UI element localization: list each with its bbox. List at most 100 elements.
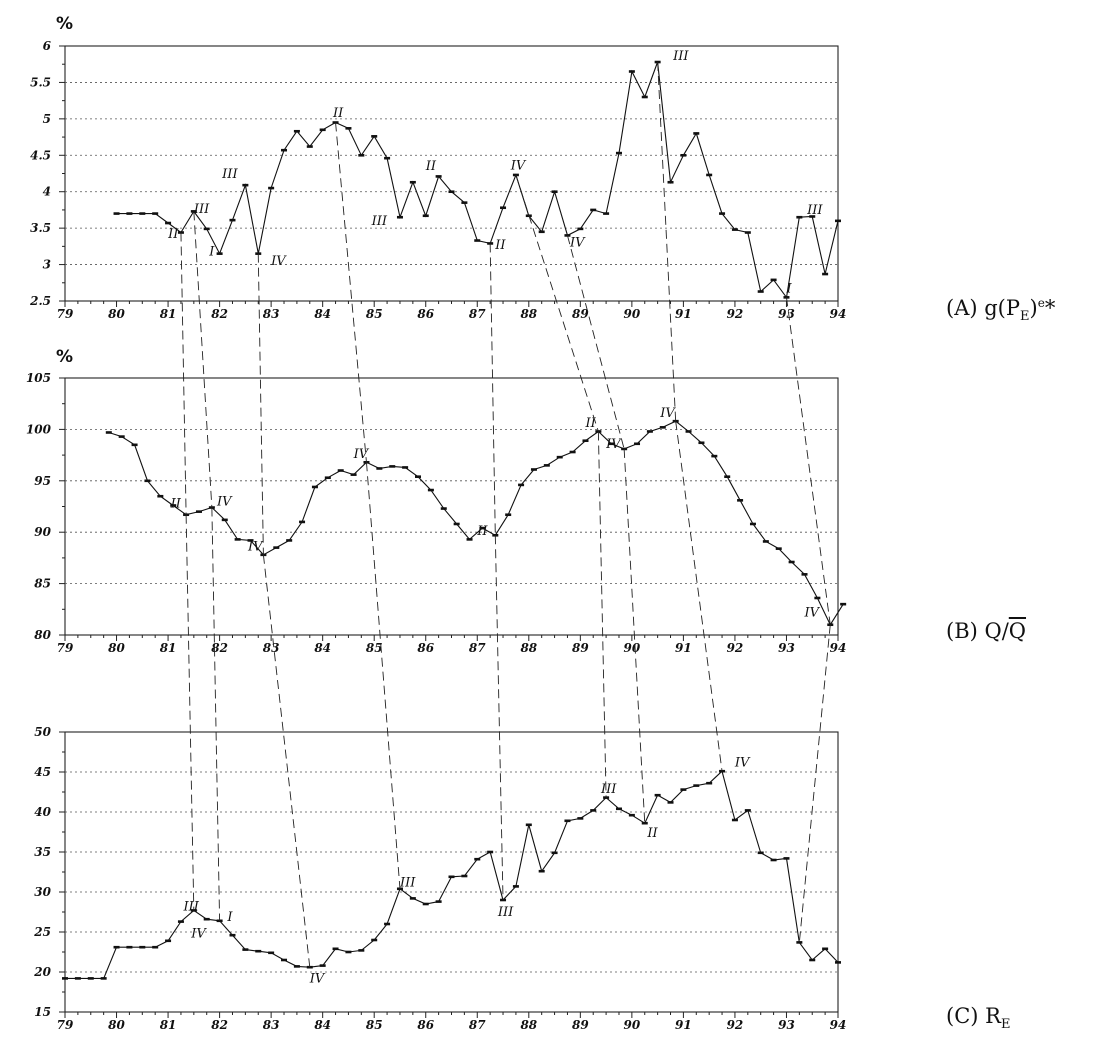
data-point bbox=[693, 132, 700, 135]
data-point bbox=[775, 547, 782, 550]
y-tick-label: 5 bbox=[43, 112, 51, 126]
x-tick-label: 90 bbox=[624, 641, 641, 655]
data-point bbox=[474, 857, 481, 861]
x-tick-label: 89 bbox=[572, 641, 589, 655]
x-tick-label: 88 bbox=[520, 1018, 537, 1032]
data-point bbox=[590, 208, 597, 212]
data-point bbox=[345, 950, 352, 954]
phase-annotation: II bbox=[167, 227, 179, 242]
data-point bbox=[139, 212, 146, 215]
data-point bbox=[582, 439, 589, 443]
data-point bbox=[685, 430, 692, 433]
turning-point-connector bbox=[366, 462, 401, 889]
data-point bbox=[293, 965, 300, 968]
turning-point-connector bbox=[180, 232, 187, 515]
data-point bbox=[505, 513, 512, 517]
x-tick-label: 91 bbox=[675, 1018, 692, 1032]
data-point bbox=[229, 933, 236, 937]
data-point bbox=[628, 813, 635, 817]
y-tick-label: 35 bbox=[34, 845, 51, 859]
data-point bbox=[822, 272, 829, 276]
x-tick-label: 82 bbox=[211, 641, 228, 655]
data-point bbox=[113, 945, 120, 949]
y-tick-label: 90 bbox=[34, 525, 51, 539]
data-point bbox=[615, 151, 622, 155]
data-point bbox=[422, 902, 429, 906]
y-tick-label: 4 bbox=[43, 185, 51, 199]
panel-c: 15 20 25 30 35 40 45 50 79 80 81 82 83 84 85 86 87 88 89 90… bbox=[33, 725, 846, 1032]
x-tick-label: 92 bbox=[727, 307, 744, 321]
phase-annotation: III bbox=[806, 203, 823, 218]
data-point bbox=[350, 473, 357, 476]
x-tick-label: 84 bbox=[314, 1018, 331, 1032]
plot-frame bbox=[64, 45, 839, 302]
phase-annotation: III bbox=[399, 875, 416, 890]
data-point bbox=[453, 522, 460, 526]
x-tick-label: 93 bbox=[778, 307, 795, 321]
data-point bbox=[500, 206, 507, 210]
plot-frame bbox=[64, 377, 839, 636]
panel-b-label: (B) Q/Q bbox=[946, 619, 1027, 643]
turning-point-connector bbox=[623, 448, 646, 824]
y-tick-label: 80 bbox=[34, 628, 51, 642]
data-point bbox=[801, 573, 808, 576]
y-tick-label: 20 bbox=[33, 965, 51, 979]
phase-annotation: IV bbox=[569, 236, 586, 251]
data-point bbox=[345, 127, 352, 130]
phase-annotation: IV bbox=[309, 971, 326, 986]
data-point bbox=[641, 95, 648, 99]
y-tick-label: 30 bbox=[34, 885, 51, 899]
data-point bbox=[518, 483, 525, 487]
data-point bbox=[409, 897, 416, 900]
y-tick-label: 85 bbox=[34, 577, 51, 591]
data-point bbox=[654, 793, 661, 797]
phase-annotation: IV bbox=[734, 755, 751, 770]
data-point bbox=[255, 949, 262, 953]
data-point bbox=[693, 784, 700, 787]
phase-annotation: I bbox=[208, 244, 215, 259]
data-point bbox=[376, 467, 383, 470]
data-point bbox=[822, 947, 829, 951]
data-point bbox=[680, 153, 687, 157]
phase-annotation: IV bbox=[270, 254, 287, 269]
data-point bbox=[62, 977, 68, 980]
phase-annotation: I bbox=[785, 282, 792, 297]
panel-a-label: (A) g(PE)e* bbox=[946, 296, 1056, 325]
data-point bbox=[479, 526, 486, 530]
x-tick-label: 88 bbox=[520, 307, 537, 321]
phase-annotation: III bbox=[183, 899, 200, 914]
data-point bbox=[737, 499, 744, 502]
x-tick-label: 89 bbox=[572, 1018, 589, 1032]
data-point bbox=[131, 443, 138, 447]
phase-annotation: II bbox=[170, 496, 182, 511]
connector-lines bbox=[180, 62, 831, 968]
y-tick-label: 95 bbox=[34, 474, 51, 488]
data-point bbox=[744, 231, 751, 234]
data-point bbox=[731, 228, 738, 231]
x-tick-label: 85 bbox=[366, 307, 383, 321]
data-point bbox=[731, 818, 738, 822]
data-point bbox=[530, 468, 537, 471]
x-tick-label: 82 bbox=[211, 1018, 228, 1032]
phase-annotation: IV bbox=[659, 406, 676, 421]
data-point bbox=[448, 190, 455, 194]
data-point bbox=[569, 450, 576, 454]
data-point bbox=[170, 504, 177, 507]
data-point bbox=[628, 70, 635, 73]
phase-annotation: III bbox=[600, 782, 617, 797]
phase-annotation: IV bbox=[605, 437, 622, 452]
data-point bbox=[293, 129, 300, 133]
x-tick-label: 81 bbox=[160, 307, 177, 321]
phase-annotation: IV bbox=[353, 447, 370, 462]
data-point bbox=[551, 190, 558, 194]
x-tick-label: 89 bbox=[572, 307, 589, 321]
phase-annotation: III bbox=[221, 167, 238, 182]
data-point bbox=[165, 221, 172, 225]
x-tick-label: 84 bbox=[314, 641, 331, 655]
data-point bbox=[461, 201, 468, 204]
data-point bbox=[788, 560, 795, 564]
x-tick-label: 93 bbox=[778, 1018, 795, 1032]
phase-annotation: I bbox=[226, 910, 233, 925]
x-tick-label: 81 bbox=[160, 641, 177, 655]
y-tick-label: 3.5 bbox=[30, 221, 51, 235]
